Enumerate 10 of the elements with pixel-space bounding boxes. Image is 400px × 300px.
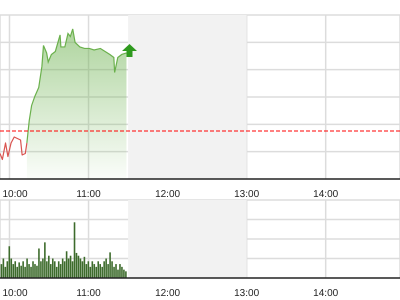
x-tick-label: 10:00 [2, 189, 28, 200]
x-tick-label: 13:00 [234, 189, 260, 200]
x-tick-label: 11:00 [76, 189, 102, 200]
x-tick-label: 14:00 [313, 189, 339, 200]
x-tick-label: 12:00 [155, 288, 181, 299]
x-tick-label: 11:00 [76, 288, 102, 299]
x-tick-label: 13:00 [234, 288, 260, 299]
x-tick-label: 10:00 [2, 288, 28, 299]
x-tick-label: 14:00 [313, 288, 339, 299]
x-tick-label: 12:00 [155, 189, 181, 200]
